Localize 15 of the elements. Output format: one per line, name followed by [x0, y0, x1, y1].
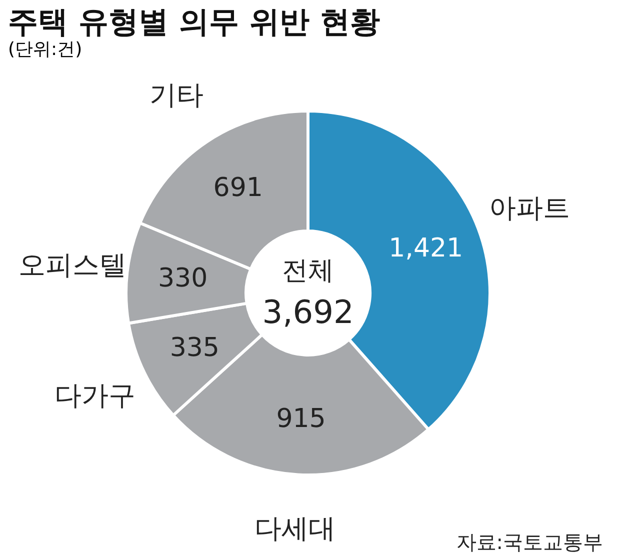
slice-label: 기타: [150, 80, 204, 111]
text: 3,692: [262, 293, 354, 331]
data-label: 335: [170, 333, 220, 364]
chart-subtitle: (단위:건): [8, 39, 82, 60]
chart-title: 주택 유형별 의무 위반 현황: [8, 5, 380, 40]
slice-label: 오피스텔: [18, 250, 127, 282]
data-label: 915: [276, 404, 326, 434]
data-label: 691: [213, 173, 263, 204]
data-label: 1,421: [388, 233, 464, 264]
slice-label: 다가구: [54, 380, 136, 412]
text: 전체: [282, 256, 334, 286]
slice-label: 다세대: [254, 514, 336, 545]
data-label: 330: [158, 264, 208, 294]
text: 자료:국토교통부: [456, 530, 603, 554]
slice-label: 아파트: [489, 193, 570, 224]
